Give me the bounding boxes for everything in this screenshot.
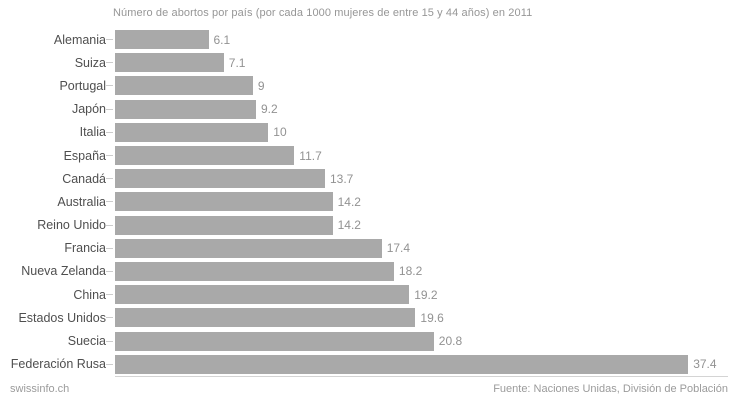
x-axis-line xyxy=(115,376,728,377)
axis-tick xyxy=(106,247,113,249)
bar xyxy=(115,30,209,50)
value-label: 17.4 xyxy=(386,241,411,256)
bar xyxy=(115,331,434,351)
value-label: 7.1 xyxy=(228,55,246,70)
bar xyxy=(115,238,382,258)
chart-row: Francia 17.4 xyxy=(0,237,740,260)
category-label: China xyxy=(73,287,106,302)
category-label: Nueva Zelanda xyxy=(21,264,106,279)
brand-link[interactable]: swissinfo.ch xyxy=(10,383,70,395)
value-label: 14.2 xyxy=(337,218,361,233)
bar xyxy=(115,99,256,119)
value-label: 9.2 xyxy=(261,102,278,117)
chart-row: China 19.2 xyxy=(0,283,740,306)
category-label: Canadá xyxy=(62,171,106,186)
footer: swissinfo.ch Fuente: Naciones Unidas, Di… xyxy=(10,383,728,395)
axis-tick xyxy=(106,224,113,226)
axis-tick xyxy=(106,85,113,87)
category-label: Japón xyxy=(71,102,106,117)
chart-title: Número de abortos por país (por cada 100… xyxy=(113,7,533,19)
bar xyxy=(115,215,333,235)
chart-row: Australia 14.2 xyxy=(0,190,740,213)
axis-tick xyxy=(106,178,113,180)
axis-tick xyxy=(106,201,113,203)
source-credit: Fuente: Naciones Unidas, División de Pob… xyxy=(493,383,728,395)
chart-row: Reino Unido 14.2 xyxy=(0,214,740,237)
category-label: Francia xyxy=(64,241,106,256)
chart-row: España 11.7 xyxy=(0,144,740,167)
value-label: 14.2 xyxy=(337,194,361,209)
value-label: 37.4 xyxy=(693,357,717,372)
chart-row: Alemania 6.1 xyxy=(0,28,740,51)
category-label: Alemania xyxy=(53,32,106,47)
chart-row: Suecia 20.8 xyxy=(0,329,740,352)
axis-tick xyxy=(106,294,113,296)
axis-tick xyxy=(106,62,113,64)
axis-tick xyxy=(106,108,113,110)
value-label: 19.6 xyxy=(420,310,444,325)
category-label: Italia xyxy=(79,125,106,140)
axis-tick xyxy=(106,270,113,272)
chart-row: Nueva Zelanda 18.2 xyxy=(0,260,740,283)
value-label: 10 xyxy=(273,125,287,140)
axis-tick xyxy=(106,39,113,41)
category-label: Suecia xyxy=(67,334,106,349)
plot-area: Alemania 6.1 Suiza 7.1 Portugal 9 Japón 9.2 Ital… xyxy=(0,28,740,376)
category-label: Estados Unidos xyxy=(18,310,106,325)
category-label: Federación Rusa xyxy=(10,357,106,372)
axis-tick xyxy=(106,317,113,319)
bar xyxy=(115,146,295,166)
chart-row: Italia 10 xyxy=(0,121,740,144)
value-label: 13.7 xyxy=(330,171,354,186)
bar xyxy=(115,192,333,212)
category-label: España xyxy=(63,148,106,163)
bar xyxy=(115,261,394,281)
bar xyxy=(115,169,325,189)
value-label: 6.1 xyxy=(213,32,231,47)
chart-row: Japón 9.2 xyxy=(0,98,740,121)
bar xyxy=(115,76,253,96)
chart-row: Suiza 7.1 xyxy=(0,51,740,74)
value-label: 18.2 xyxy=(398,264,423,279)
bar xyxy=(115,308,416,328)
bar xyxy=(115,285,410,305)
category-label: Portugal xyxy=(59,78,106,93)
category-label: Suiza xyxy=(74,55,106,70)
category-label: Australia xyxy=(57,194,106,209)
category-label: Reino Unido xyxy=(37,218,106,233)
chart-row: Estados Unidos 19.6 xyxy=(0,306,740,329)
chart-row: Canadá 13.7 xyxy=(0,167,740,190)
value-label: 19.2 xyxy=(414,287,438,302)
chart-row: Federación Rusa 37.4 xyxy=(0,353,740,376)
axis-tick xyxy=(106,155,113,157)
axis-tick xyxy=(106,340,113,342)
bar xyxy=(115,122,269,142)
bar xyxy=(115,53,224,73)
value-label: 20.8 xyxy=(438,334,463,349)
value-label: 9 xyxy=(257,78,265,93)
axis-tick xyxy=(106,363,113,365)
value-label: 11.7 xyxy=(299,148,322,163)
bar xyxy=(115,354,689,374)
axis-tick xyxy=(106,131,113,133)
chart-row: Portugal 9 xyxy=(0,74,740,97)
